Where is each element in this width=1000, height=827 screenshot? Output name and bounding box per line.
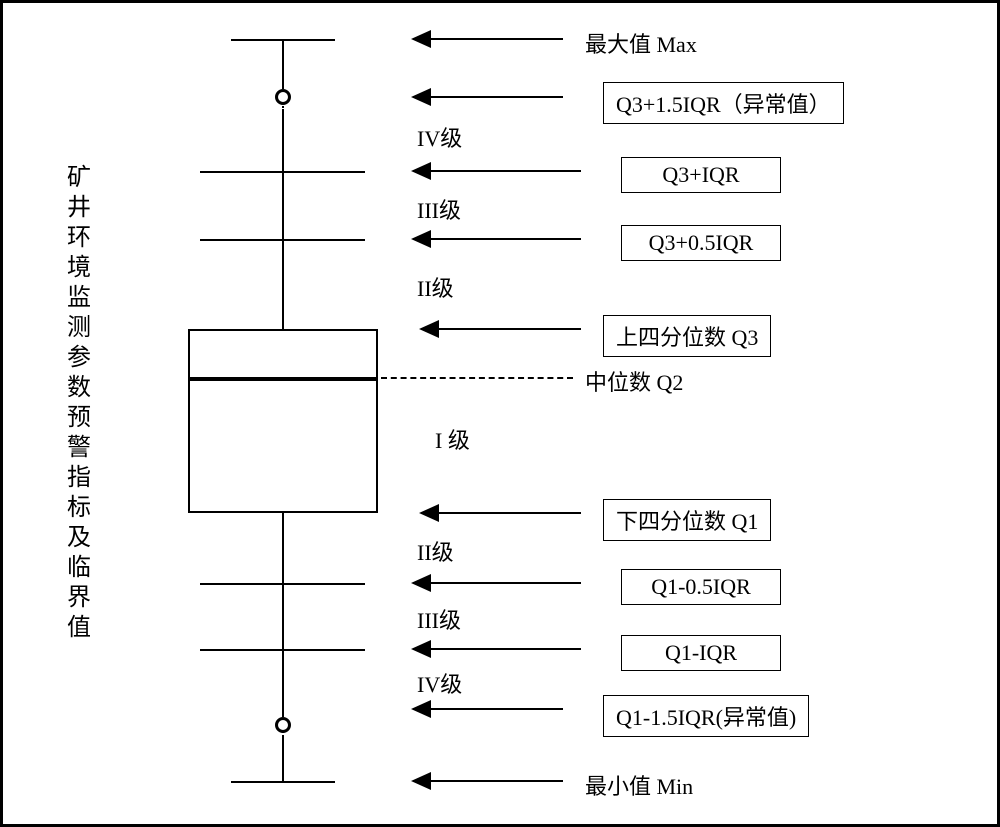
arrow-q1_05 — [413, 582, 581, 584]
arrow-q3_15 — [413, 96, 563, 98]
iqr-box — [188, 329, 378, 513]
label-q1_iqr: Q1-IQR — [621, 635, 781, 671]
arrow-min — [413, 780, 563, 782]
label-q1_05: Q1-0.5IQR — [621, 569, 781, 605]
median-dashed-pointer — [381, 377, 573, 379]
arrow-q1 — [421, 512, 581, 514]
vertical-axis-title: 矿井环境监测参数预警指标及临界值 — [65, 163, 93, 643]
label-q3_15: Q3+1.5IQR（异常值） — [603, 82, 844, 124]
whisker-line — [282, 39, 284, 87]
arrow-q3 — [421, 328, 581, 330]
whisker-line — [282, 737, 284, 781]
arrow-q1_iqr — [413, 648, 581, 650]
whisker-line — [282, 111, 284, 329]
median-line — [188, 377, 378, 381]
arrow-max — [413, 38, 563, 40]
level-label-0: IV级 — [417, 121, 462, 153]
arrow-q3_iqr — [413, 170, 581, 172]
label-max: 最大值 Max — [585, 27, 697, 59]
arrow-q1_15 — [413, 708, 563, 710]
level-label-5: III级 — [417, 603, 461, 635]
label-q3_05: Q3+0.5IQR — [621, 225, 781, 261]
label-median: 中位数 Q2 — [585, 365, 683, 397]
level-label-2: II级 — [417, 271, 454, 303]
arrow-q3_05 — [413, 238, 581, 240]
upper-outlier-marker — [275, 89, 291, 105]
whisker-line — [282, 513, 284, 715]
stage: 矿井环境监测参数预警指标及临界值 最大值 Max Q3+1.5IQR（异常值） Q3… — [3, 3, 997, 824]
label-q1_15: Q1-1.5IQR(异常值) — [603, 695, 809, 737]
level-label-1: III级 — [417, 193, 461, 225]
lower-outlier-marker — [275, 717, 291, 733]
level-label-6: IV级 — [417, 667, 462, 699]
level-label-3: I 级 — [435, 423, 470, 455]
label-min: 最小值 Min — [585, 769, 693, 801]
diagram-frame: 矿井环境监测参数预警指标及临界值 最大值 Max Q3+1.5IQR（异常值） Q3… — [0, 0, 1000, 827]
label-q1: 下四分位数 Q1 — [603, 499, 771, 541]
label-q3_iqr: Q3+IQR — [621, 157, 781, 193]
level-label-4: II级 — [417, 535, 454, 567]
whisker-cap-min — [231, 781, 335, 783]
label-q3: 上四分位数 Q3 — [603, 315, 771, 357]
